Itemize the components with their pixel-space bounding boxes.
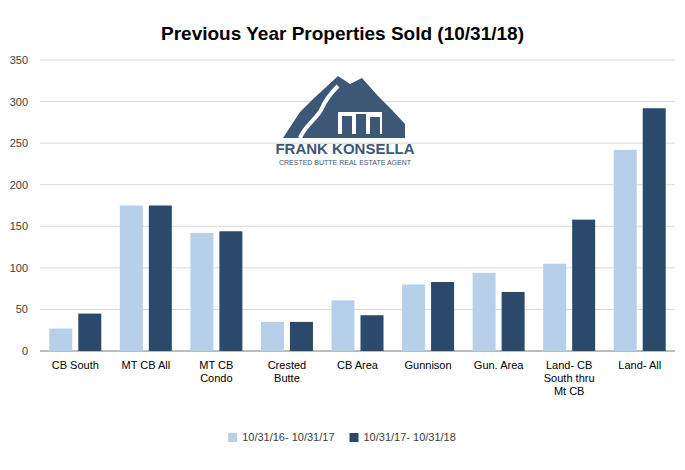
logo-road	[300, 86, 338, 138]
bar	[572, 220, 595, 351]
bar	[49, 329, 72, 351]
x-tick-label: MT CB All	[121, 359, 170, 371]
x-tick-label: CrestedButte	[268, 359, 307, 384]
y-tick-label: 100	[10, 262, 28, 274]
grid-line	[40, 184, 675, 185]
bar	[431, 282, 454, 351]
logo-tagline: CRESTED BUTTE REAL ESTATE AGENT	[279, 159, 412, 166]
y-tick-label: 300	[10, 96, 28, 108]
logo-building	[356, 114, 366, 134]
grid-line	[40, 60, 675, 61]
y-tick-label: 200	[10, 179, 28, 191]
x-tick-label-line: CB Area	[337, 359, 379, 371]
bar	[120, 206, 143, 352]
x-tick-label-line: MT CB	[199, 359, 233, 371]
bar	[473, 273, 496, 351]
y-tick-label: 350	[10, 54, 28, 66]
bar	[502, 292, 525, 351]
x-tick-label: Gun. Area	[474, 359, 524, 371]
bar	[219, 231, 242, 351]
x-tick-label-line: MT CB All	[121, 359, 170, 371]
y-tick-label: 0	[22, 345, 28, 357]
chart: Previous Year Properties Sold (10/31/18)…	[0, 0, 685, 470]
bar	[261, 322, 284, 351]
x-tick-label-line: Land- CB	[546, 359, 592, 371]
x-tick-label-line: Condo	[200, 372, 232, 384]
y-tick-label: 150	[10, 220, 28, 232]
bars	[49, 108, 665, 351]
x-tick-label-line: CB South	[52, 359, 99, 371]
logo-building	[370, 117, 380, 134]
bar	[290, 322, 313, 351]
grid: 0 50 100 150 200 250 300 350	[10, 54, 675, 357]
legend: 10/31/16- 10/31/17 10/31/17- 10/31/18	[228, 431, 456, 443]
y-tick-label: 50	[16, 303, 28, 315]
bar	[361, 315, 384, 351]
x-tick-label: Gunnison	[405, 359, 452, 371]
bar	[402, 284, 425, 351]
bar	[332, 300, 355, 351]
logo: FRANK KONSELLA CRESTED BUTTE REAL ESTATE …	[275, 76, 414, 166]
x-tick-label-line: Crested	[268, 359, 307, 371]
x-tick-label: Land- CBSouth thruMt CB	[544, 359, 595, 397]
legend-swatch	[228, 433, 237, 442]
bar	[149, 206, 172, 352]
logo-mountain	[283, 76, 405, 138]
bar	[643, 108, 666, 351]
x-tick-label-line: Mt CB	[554, 385, 585, 397]
y-tick-label: 250	[10, 137, 28, 149]
x-tick-label-line: Gun. Area	[474, 359, 524, 371]
logo-building	[342, 116, 352, 134]
title: Previous Year Properties Sold (10/31/18)	[161, 23, 524, 44]
x-tick-label: Land- All	[618, 359, 661, 371]
x-tick-label: CB South	[52, 359, 99, 371]
legend-label: 10/31/17- 10/31/18	[364, 431, 456, 443]
bar	[543, 264, 566, 351]
logo-name: FRANK KONSELLA	[275, 140, 414, 157]
x-tick-label: MT CBCondo	[199, 359, 233, 384]
legend-label: 10/31/16- 10/31/17	[242, 431, 334, 443]
bar	[614, 150, 637, 351]
bar	[78, 314, 101, 351]
bar	[190, 233, 213, 351]
logo-buildings	[338, 112, 382, 134]
x-tick-label-line: South thru	[544, 372, 595, 384]
x-tick-label-line: Gunnison	[405, 359, 452, 371]
x-tick-label: CB Area	[337, 359, 379, 371]
legend-swatch	[350, 433, 359, 442]
x-tick-label-line: Butte	[274, 372, 300, 384]
background	[0, 0, 685, 470]
x-tick-label-line: Land- All	[618, 359, 661, 371]
